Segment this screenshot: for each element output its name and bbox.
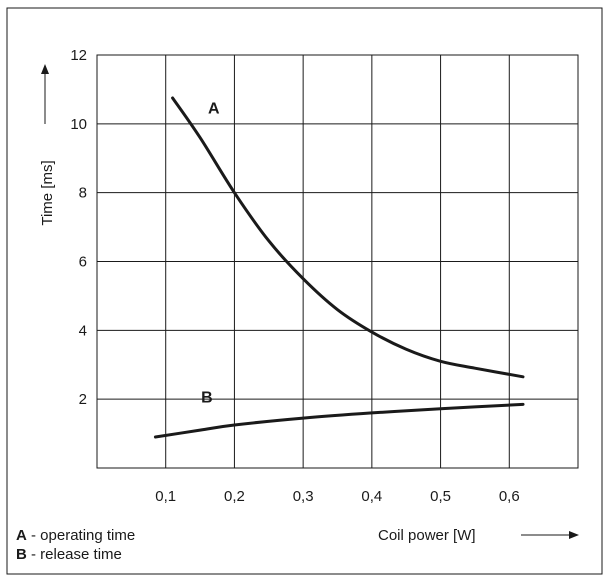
grid bbox=[97, 54, 578, 468]
y-tick-label: 8 bbox=[79, 185, 87, 202]
y-axis-arrow-icon bbox=[41, 64, 49, 74]
y-tick-label: 6 bbox=[79, 254, 87, 271]
x-tick-label: 0,6 bbox=[499, 488, 520, 505]
series-layer: AB bbox=[153, 96, 525, 439]
x-tick-label: 0,5 bbox=[430, 488, 451, 505]
curve-label-b: B bbox=[201, 390, 213, 407]
x-axis-label: Coil power [W] bbox=[378, 527, 476, 544]
legend-text-a: - operating time bbox=[27, 527, 135, 544]
y-tick-label: 2 bbox=[79, 391, 87, 408]
x-tick-label: 0,3 bbox=[293, 488, 314, 505]
plot-area bbox=[96, 54, 579, 469]
legend-entry-b: B - release time bbox=[16, 546, 122, 563]
x-tick-label: 0,4 bbox=[361, 488, 382, 505]
series-line-a bbox=[171, 96, 525, 379]
legend-text-b: - release time bbox=[27, 546, 122, 563]
x-tick-label: 0,2 bbox=[224, 488, 245, 505]
legend-entry-a: A - operating time bbox=[16, 527, 135, 544]
y-tick-label: 10 bbox=[70, 116, 87, 133]
curve-label-a: A bbox=[208, 101, 220, 118]
series-line-b bbox=[153, 402, 525, 439]
y-tick-label: 4 bbox=[79, 322, 87, 339]
y-tick-label: 12 bbox=[70, 47, 87, 64]
legend-key-a: A bbox=[16, 527, 27, 544]
legend-key-b: B bbox=[16, 546, 27, 563]
x-axis-arrow-icon bbox=[569, 531, 579, 539]
tick-layer: 0,1 0,2 0,3 0,4 0,5 0,6 2 4 6 8 10 12 bbox=[70, 47, 519, 505]
y-axis-label: Time [ms] bbox=[39, 160, 56, 225]
chart-frame bbox=[6, 7, 603, 575]
x-tick-label: 0,1 bbox=[155, 488, 176, 505]
